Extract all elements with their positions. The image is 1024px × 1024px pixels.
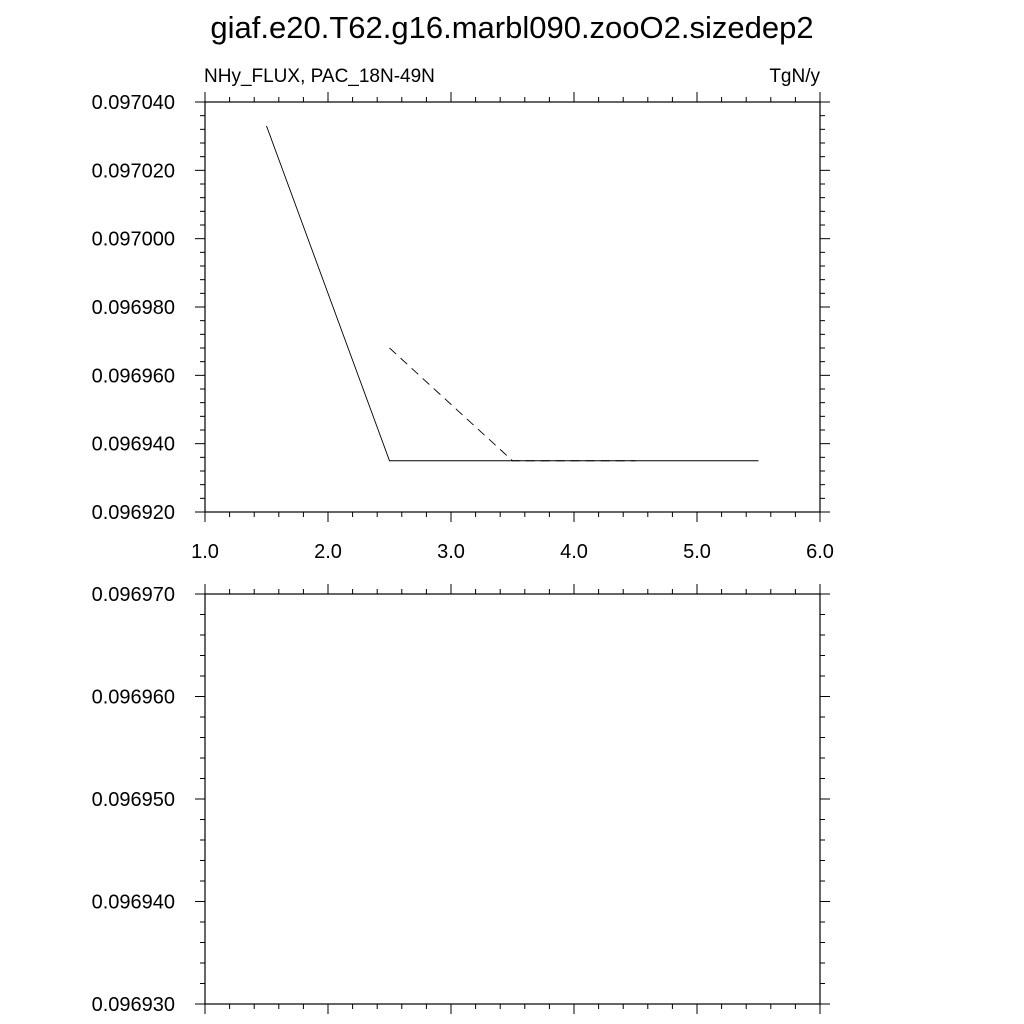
unit-label: TgN/y bbox=[769, 66, 820, 87]
chart-title: giaf.e20.T62.g16.marbl090.zooO2.sizedep2 bbox=[210, 10, 813, 45]
x-tick-label: 6.0 bbox=[806, 541, 834, 563]
series-line-dashed bbox=[389, 347, 636, 462]
y-tick-label: 0.096940 bbox=[92, 892, 175, 914]
y-tick-label: 0.096960 bbox=[92, 365, 175, 387]
x-tick-label: 5.0 bbox=[683, 541, 711, 563]
y-tick-label: 0.096950 bbox=[92, 789, 175, 811]
top-panel: NHy_FLUX, PAC_18N-49N TgN/y 1.0 2.0 3.0 4.0… bbox=[92, 66, 834, 563]
bottom-plot-frame bbox=[204, 593, 821, 1005]
top-plot-frame bbox=[204, 101, 821, 513]
x-tick-label: 3.0 bbox=[437, 541, 465, 563]
y-tick-label: 0.096940 bbox=[92, 434, 175, 456]
y-tick-label: 0.096980 bbox=[92, 297, 175, 319]
y-tick-label: 0.096920 bbox=[92, 502, 175, 524]
y-tick-label: 0.096930 bbox=[92, 994, 175, 1016]
y-tick-label: 0.097040 bbox=[92, 92, 175, 114]
y-tick-label: 0.096970 bbox=[92, 584, 175, 606]
x-tick-label: 4.0 bbox=[560, 541, 588, 563]
series-line-solid bbox=[266, 125, 759, 462]
bottom-panel: 0.096930 0.096940 0.096950 0.096960 0.096970 bbox=[92, 584, 830, 1016]
x-tick-label: 2.0 bbox=[314, 541, 342, 563]
y-tick-label: 0.096960 bbox=[92, 687, 175, 709]
y-tick-label: 0.097000 bbox=[92, 229, 175, 251]
variable-label: NHy_FLUX, PAC_18N-49N bbox=[204, 66, 435, 87]
x-tick-label: 1.0 bbox=[191, 541, 219, 563]
y-tick-label: 0.097020 bbox=[92, 160, 175, 182]
